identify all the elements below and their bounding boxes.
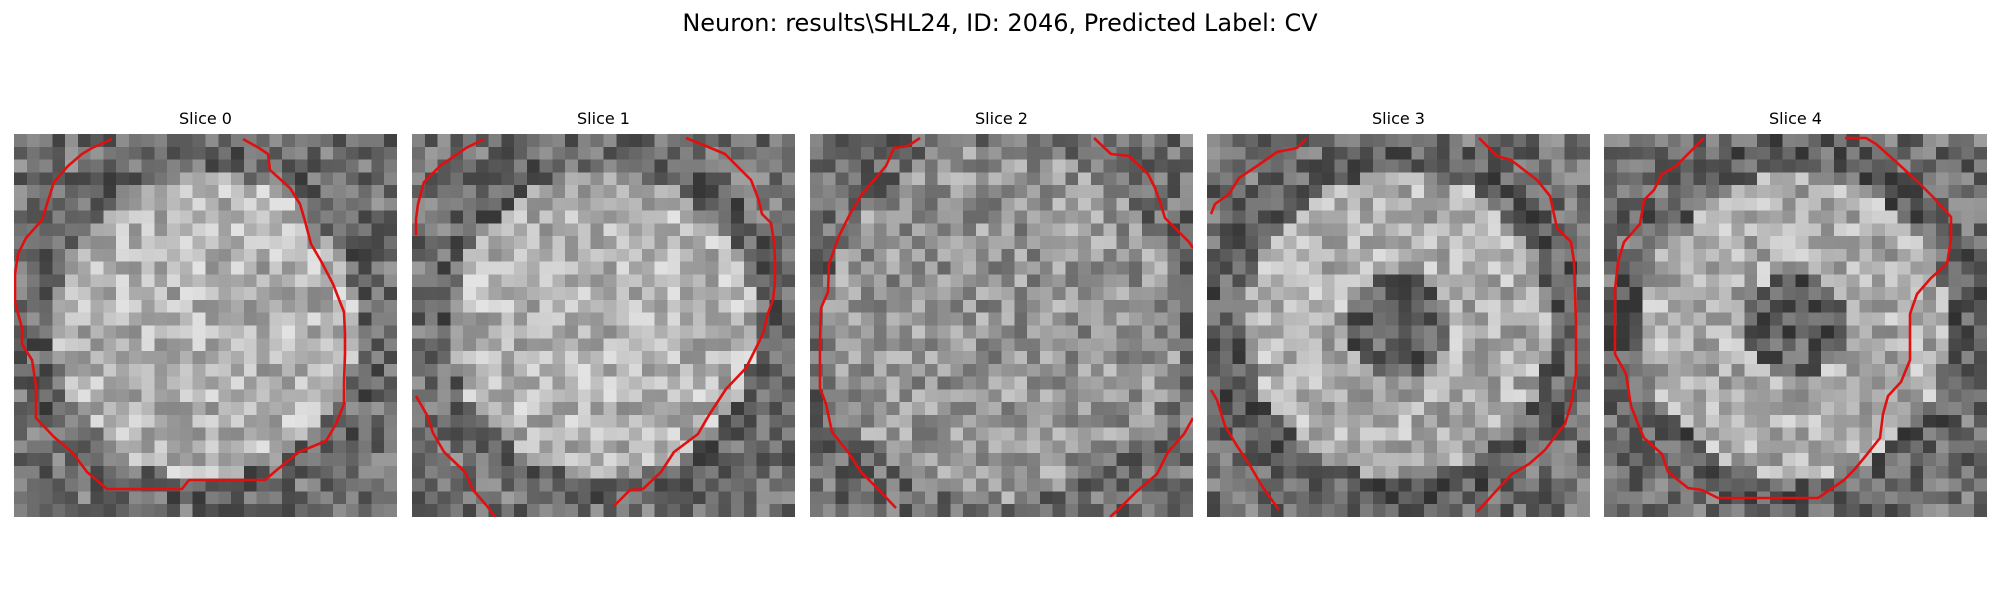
roi-contour — [1209, 137, 1578, 513]
slice-title: Slice 0 — [179, 109, 232, 128]
slice-title: Slice 3 — [1372, 109, 1425, 128]
figure-title: Neuron: results\SHL24, ID: 2046, Predict… — [682, 9, 1318, 37]
slice-image — [1207, 134, 1590, 517]
slice-image — [810, 134, 1193, 517]
slice-image — [412, 134, 795, 517]
slice-title: Slice 2 — [975, 109, 1028, 128]
slice-image — [14, 134, 397, 517]
slice-title: Slice 1 — [577, 109, 630, 128]
roi-contour — [818, 136, 1193, 517]
slice-image — [1604, 134, 1987, 517]
roi-contour — [414, 136, 777, 517]
slice-title: Slice 4 — [1769, 109, 1822, 128]
roi-contour — [14, 137, 347, 491]
roi-contour — [1613, 136, 1953, 500]
